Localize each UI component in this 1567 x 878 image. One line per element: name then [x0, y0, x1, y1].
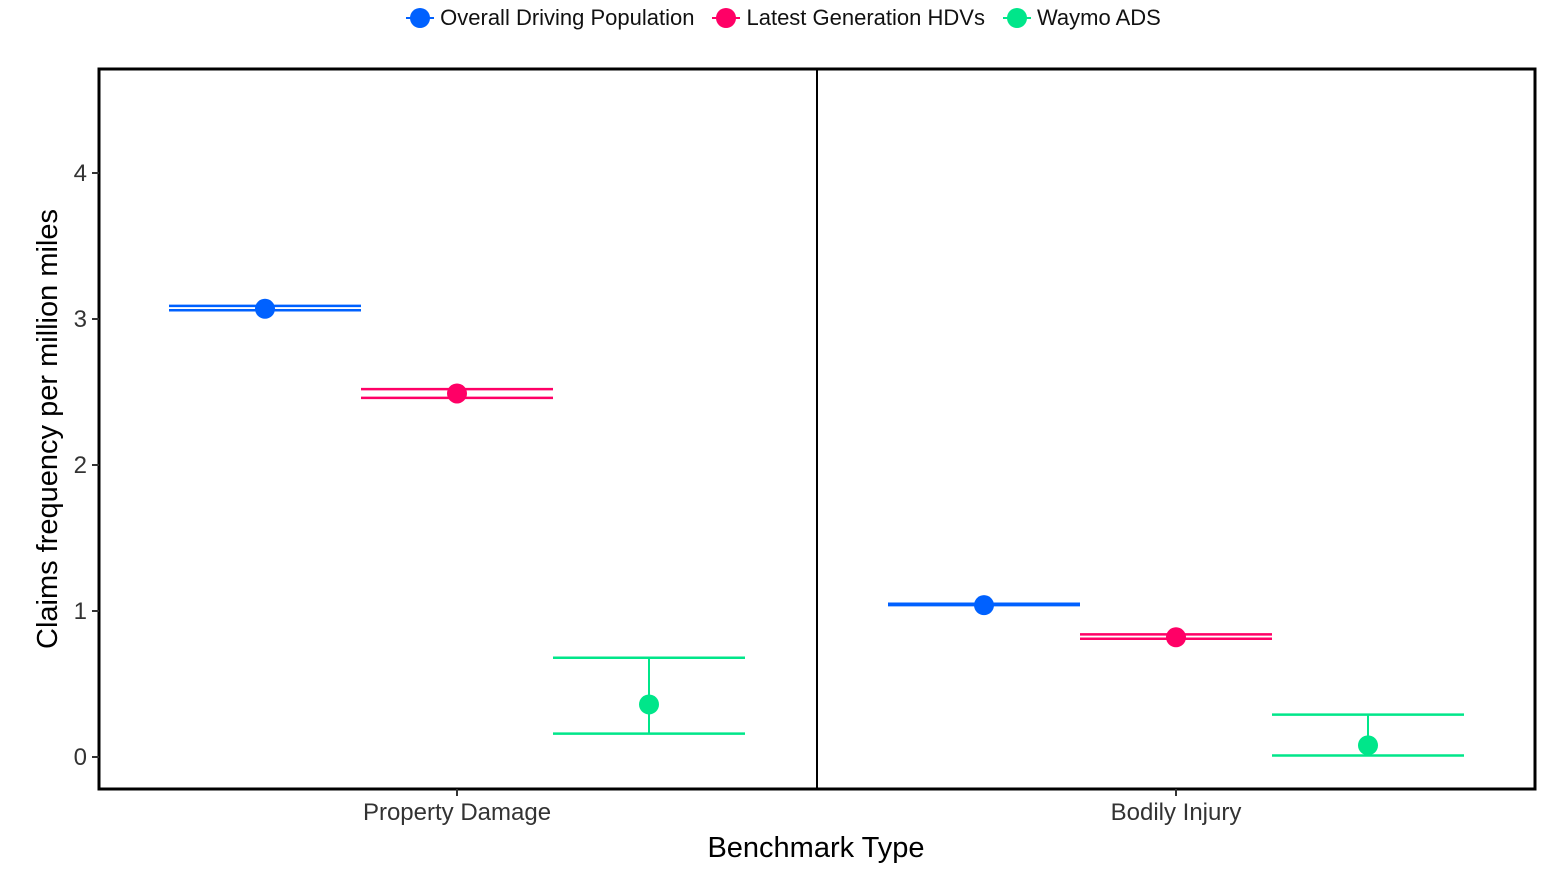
legend-item-waymo: Waymo ADS — [1002, 4, 1161, 32]
data-point — [447, 383, 467, 404]
y-axis-title: Claims frequency per million miles — [32, 209, 64, 649]
legend-item-overall: Overall Driving Population — [406, 4, 694, 32]
x-axis: Property Damage Bodily Injury — [363, 789, 1241, 826]
y-tick-label: 3 — [74, 306, 87, 333]
legend-label-hdv: Latest Generation HDVs — [746, 5, 985, 30]
data-point — [974, 595, 994, 616]
y-tick-label: 4 — [74, 160, 87, 187]
legend-label-overall: Overall Driving Population — [440, 5, 695, 30]
chart-marks — [169, 298, 1464, 757]
y-axis: 0 1 2 3 4 — [74, 160, 99, 771]
y-tick-label: 0 — [74, 744, 87, 771]
legend-key-overall — [406, 4, 435, 32]
x-axis-title: Benchmark Type — [707, 832, 924, 864]
legend-key-hdv — [712, 4, 741, 32]
data-point — [639, 694, 659, 715]
x-tick-label: Property Damage — [363, 799, 551, 826]
legend-label-waymo: Waymo ADS — [1036, 5, 1161, 30]
legend: Overall Driving Population Latest Genera… — [0, 0, 1567, 36]
y-tick-label: 1 — [74, 598, 87, 625]
data-point — [1166, 627, 1186, 648]
series-0 — [169, 298, 1080, 616]
data-point — [1358, 735, 1378, 756]
y-tick-label: 2 — [74, 452, 87, 479]
legend-item-hdv: Latest Generation HDVs — [712, 4, 985, 32]
series-1 — [361, 383, 1272, 648]
legend-key-waymo — [1002, 4, 1031, 32]
series-2 — [553, 656, 1464, 757]
x-tick-label: Bodily Injury — [1111, 799, 1242, 826]
data-point — [255, 298, 275, 319]
